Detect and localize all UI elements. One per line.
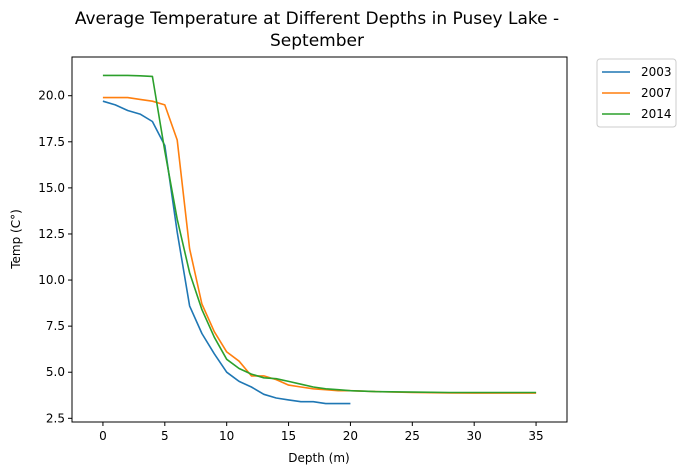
y-tick-label: 5.0 [46,365,65,379]
x-tick-label: 35 [528,429,543,443]
y-tick-label: 12.5 [38,227,65,241]
legend: 2003 2007 2014 [596,58,677,128]
chart-title-line2: September [270,31,364,51]
x-tick-label: 30 [467,429,482,443]
y-tick-label: 15.0 [38,181,65,195]
series-line-2014 [102,74,537,394]
x-axis-label: Depth (m) [288,451,349,465]
x-tick-label: 10 [219,429,234,443]
y-tick-label: 10.0 [38,273,65,287]
y-tick-label: 17.5 [38,135,65,149]
y-tick-label: 20.0 [38,89,65,103]
plot-area-frame [71,56,568,423]
legend-label-2003: 2003 [641,65,672,79]
x-tick-label: 0 [99,429,107,443]
series-line-2003 [102,100,351,405]
legend-label-2007: 2007 [641,86,672,100]
legend-label-2014: 2014 [641,107,672,121]
series-line-2007 [102,96,537,394]
legend-box [596,58,677,128]
x-axis-ticks: 0 5 10 15 20 25 30 35 [99,422,544,443]
x-tick-label: 15 [281,429,296,443]
y-axis-ticks: 2.5 5.0 7.5 10.0 12.5 15.0 17.5 20.0 [38,89,72,425]
y-axis-label: Temp (C°) [9,209,23,270]
chart-title-line1: Average Temperature at Different Depths … [75,9,559,29]
x-tick-label: 25 [405,429,420,443]
x-tick-label: 5 [161,429,169,443]
x-tick-label: 20 [343,429,358,443]
plot-lines [102,74,537,405]
y-tick-label: 7.5 [46,319,65,333]
y-tick-label: 2.5 [46,411,65,425]
